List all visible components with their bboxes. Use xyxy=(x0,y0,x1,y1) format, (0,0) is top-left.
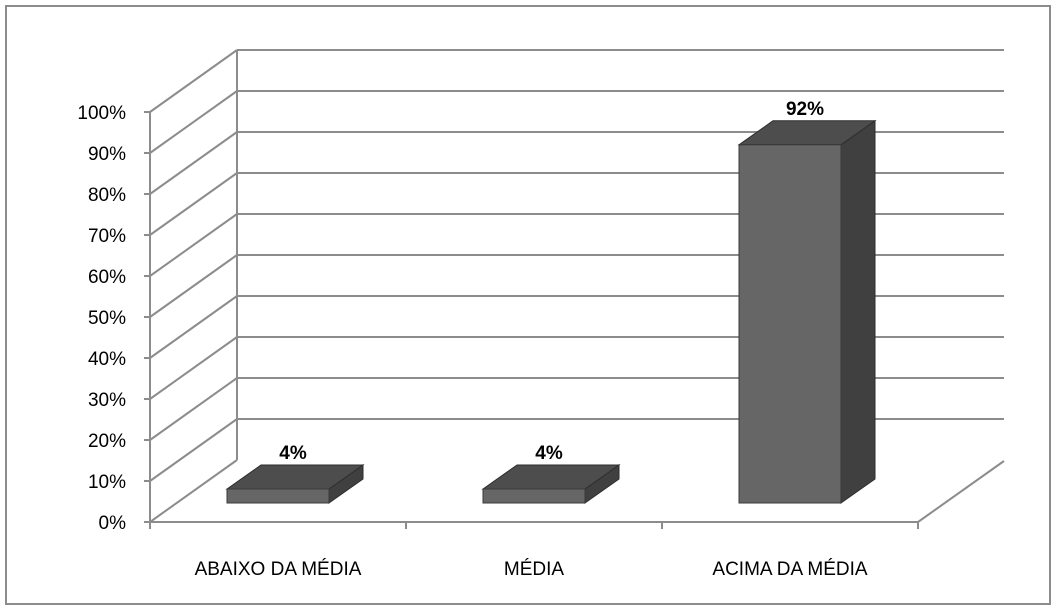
y-tick-label: 100% xyxy=(77,103,126,124)
x-category-label: MÉDIA xyxy=(504,559,565,580)
axes xyxy=(144,50,1005,529)
y-tick-label: 30% xyxy=(88,390,126,411)
bar xyxy=(226,488,330,504)
data-label: 92% xyxy=(786,99,824,120)
wall-gridline xyxy=(149,131,238,195)
y-tick-label: 40% xyxy=(88,349,126,370)
y-tick-label: 0% xyxy=(99,513,127,534)
wall-gridline xyxy=(149,90,238,154)
wall-gridline xyxy=(149,336,238,400)
chart-border xyxy=(5,5,1051,605)
wall-gridline xyxy=(149,295,238,359)
y-tick-label: 80% xyxy=(88,185,126,206)
bar xyxy=(738,144,842,504)
y-tick-label: 90% xyxy=(88,144,126,165)
floor-right-edge xyxy=(917,460,1005,523)
wall-gridline xyxy=(149,213,238,277)
y-tick-label: 10% xyxy=(88,472,126,493)
y-tick-label: 70% xyxy=(88,226,126,247)
y-tick-label: 50% xyxy=(88,308,126,329)
wall-gridline xyxy=(149,418,238,482)
wall-gridline xyxy=(149,49,238,113)
wall-gridline xyxy=(149,459,238,523)
gridlines xyxy=(149,49,1004,523)
y-tick-label: 60% xyxy=(88,267,126,288)
data-label: 4% xyxy=(535,443,563,464)
wall-gridline xyxy=(149,377,238,441)
x-category-label: ABAIXO DA MÉDIA xyxy=(195,559,362,580)
bar xyxy=(482,488,586,504)
bars xyxy=(225,119,877,504)
wall-gridline xyxy=(149,254,238,318)
x-category-label: ACIMA DA MÉDIA xyxy=(712,559,868,580)
wall-gridline xyxy=(149,172,238,236)
bar-side xyxy=(840,119,876,504)
data-label: 4% xyxy=(279,443,307,464)
labels: 0% 10% 20% 30% 40% 50% 60% 70% 80% 90% 100% 4% ABAIX… xyxy=(77,99,868,580)
y-tick-label: 20% xyxy=(88,431,126,452)
